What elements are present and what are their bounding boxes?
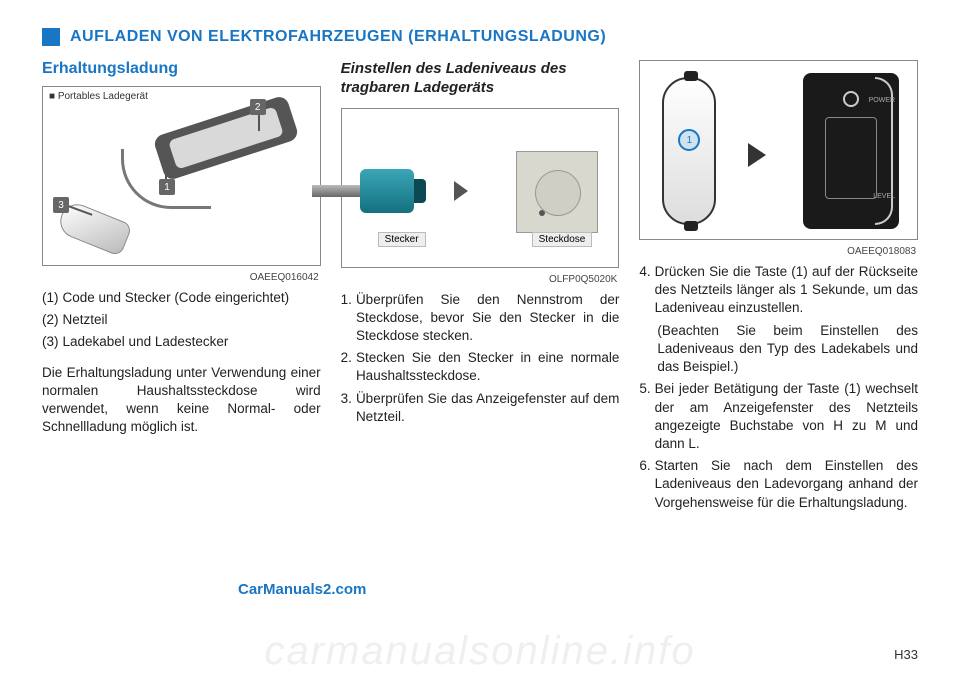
- arrow-icon: [748, 143, 766, 167]
- step-text: Stecken Sie den Stecker in eine normale …: [356, 349, 619, 385]
- power-label: POWER: [869, 97, 895, 104]
- col3-body: 4. Drücken Sie die Taste (1) auf der Rüc…: [639, 263, 918, 512]
- content-columns: Erhaltungsladung ■ Portables Ladegerät 1…: [42, 60, 918, 516]
- step-num: 3.: [341, 390, 352, 426]
- watermark-carmanuals2: CarManuals2.com: [238, 581, 366, 598]
- step-subtext: (Beachten Sie beim Einstellen des Ladeni…: [657, 322, 918, 377]
- manual-page: AUFLADEN VON ELEKTROFAHRZEUGEN (ERHALTUN…: [0, 0, 960, 676]
- device-screen: [825, 117, 877, 199]
- step-text: Bei jeder Betätigung der Taste (1) wechs…: [655, 380, 918, 453]
- section-header: AUFLADEN VON ELEKTROFAHRZEUGEN (ERHALTUN…: [42, 28, 918, 46]
- watermark-carmanualsonline: carmanualsonline.info: [0, 629, 960, 674]
- socket-hole: [553, 210, 559, 216]
- legend-num: (3): [42, 333, 59, 351]
- section-title: AUFLADEN VON ELEKTROFAHRZEUGEN (ERHALTUN…: [70, 28, 606, 46]
- callout-1: 1: [159, 179, 175, 195]
- step-text: Starten Sie nach dem Einstellen des Lade…: [655, 457, 918, 512]
- column-1: Erhaltungsladung ■ Portables Ladegerät 1…: [42, 60, 321, 516]
- step-num: 1.: [341, 291, 352, 346]
- col2-body: 1. Überprüfen Sie den Nennstrom der Stec…: [341, 291, 620, 427]
- step-item: 3. Überprüfen Sie das Anzeigefenster auf…: [341, 390, 620, 426]
- col1-heading: Erhaltungsladung: [42, 60, 321, 78]
- step-item: 4. Drücken Sie die Taste (1) auf der Rüc…: [639, 263, 918, 318]
- step-text: Überprüfen Sie das Anzeigefenster auf de…: [356, 390, 619, 426]
- step-item: 5. Bei jeder Betätigung der Taste (1) we…: [639, 380, 918, 453]
- figure-device-level: 1 POWER LEVEL: [639, 60, 918, 240]
- col1-body: (1) Code und Stecker (Code eingerichtet)…: [42, 289, 321, 437]
- figure-code: OLFP0Q5020K: [341, 274, 620, 285]
- label-stecker: Stecker: [378, 232, 426, 247]
- figure-code: OAEEQ016042: [42, 272, 321, 283]
- step-num: 5.: [639, 380, 650, 453]
- device-right-graphic: POWER LEVEL: [803, 73, 899, 229]
- step-text: Überprüfen Sie den Nennstrom der Steckdo…: [356, 291, 619, 346]
- step-num: 4.: [639, 263, 650, 318]
- socket-graphic: [516, 151, 598, 233]
- figure-code: OAEEQ018083: [639, 246, 918, 257]
- legend-text: Netzteil: [63, 311, 321, 329]
- legend-text: Ladekabel und Ladestecker: [63, 333, 321, 351]
- step-num: 2.: [341, 349, 352, 385]
- figure-caption: ■ Portables Ladegerät: [49, 91, 148, 102]
- step-num: 6.: [639, 457, 650, 512]
- legend-item: (1) Code und Stecker (Code eingerichtet): [42, 289, 321, 307]
- callout-2: 2: [250, 99, 266, 115]
- col1-paragraph: Die Erhaltungsladung unter Verwendung ei…: [42, 364, 321, 437]
- legend-item: (3) Ladekabel und Ladestecker: [42, 333, 321, 351]
- socket-hole: [539, 210, 545, 216]
- step-item: 2. Stecken Sie den Stecker in eine norma…: [341, 349, 620, 385]
- page-number: H33: [894, 647, 918, 662]
- legend-num: (1): [42, 289, 59, 307]
- column-2: Einstellen des Ladeniveaus des tragbaren…: [341, 60, 620, 516]
- power-icon: [843, 91, 859, 107]
- header-accent-square: [42, 28, 60, 46]
- leader-line: [258, 113, 260, 131]
- arrow-icon: [454, 181, 468, 201]
- plug2-graphic: [360, 169, 414, 213]
- device-left-graphic: [662, 77, 716, 225]
- column-3: 1 POWER LEVEL OAEEQ018083 4. Drücken Sie…: [639, 60, 918, 516]
- label-steckdose: Steckdose: [532, 232, 593, 247]
- legend-num: (2): [42, 311, 59, 329]
- legend-text: Code und Stecker (Code eingerichtet): [63, 289, 321, 307]
- figure-plug-socket: Stecker Steckdose: [341, 108, 620, 268]
- legend-item: (2) Netzteil: [42, 311, 321, 329]
- step-item: 6. Starten Sie nach dem Einstellen des L…: [639, 457, 918, 512]
- figure-portable-charger: ■ Portables Ladegerät 1 2 3: [42, 86, 321, 266]
- step-item: 1. Überprüfen Sie den Nennstrom der Stec…: [341, 291, 620, 346]
- callout-3: 3: [53, 197, 69, 213]
- col2-heading: Einstellen des Ladeniveaus des tragbaren…: [341, 60, 620, 98]
- step-text: Drücken Sie die Taste (1) auf der Rückse…: [655, 263, 918, 318]
- level-label: LEVEL: [873, 193, 895, 200]
